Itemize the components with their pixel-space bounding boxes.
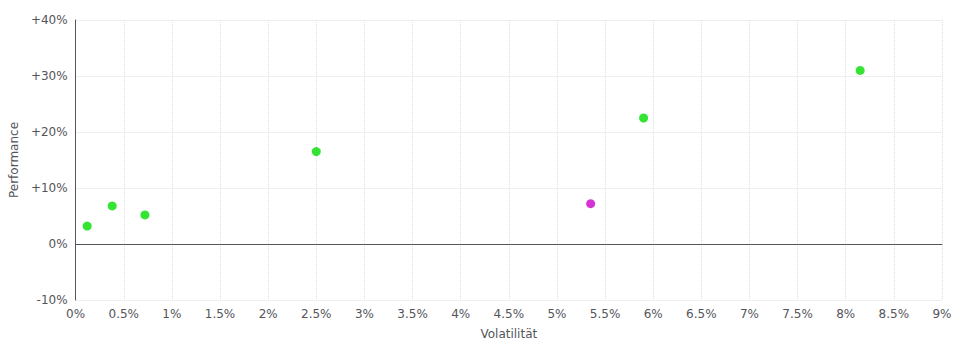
svg-text:3.5%: 3.5% — [397, 307, 428, 321]
svg-text:1%: 1% — [162, 307, 181, 321]
svg-text:2.5%: 2.5% — [301, 307, 332, 321]
svg-text:5.5%: 5.5% — [590, 307, 621, 321]
svg-text:Performance: Performance — [7, 122, 21, 198]
svg-text:3%: 3% — [355, 307, 374, 321]
svg-text:+30%: +30% — [31, 69, 68, 83]
svg-text:6.5%: 6.5% — [686, 307, 717, 321]
svg-text:+20%: +20% — [31, 125, 68, 139]
svg-text:0%: 0% — [66, 307, 85, 321]
svg-text:4%: 4% — [451, 307, 470, 321]
svg-text:0.5%: 0.5% — [109, 307, 139, 321]
svg-text:7%: 7% — [740, 307, 759, 321]
svg-text:5%: 5% — [547, 307, 566, 321]
svg-text:0%: 0% — [49, 237, 68, 251]
svg-text:-10%: -10% — [37, 293, 68, 307]
svg-text:4.5%: 4.5% — [494, 307, 525, 321]
svg-text:Volatilität: Volatilität — [480, 327, 537, 341]
svg-text:7.5%: 7.5% — [782, 307, 813, 321]
svg-text:2%: 2% — [259, 307, 278, 321]
svg-text:9%: 9% — [932, 307, 951, 321]
svg-text:+40%: +40% — [31, 13, 68, 27]
svg-text:8%: 8% — [836, 307, 855, 321]
svg-text:+10%: +10% — [31, 181, 68, 195]
svg-text:8.5%: 8.5% — [879, 307, 910, 321]
svg-text:1.5%: 1.5% — [205, 307, 236, 321]
svg-text:6%: 6% — [644, 307, 663, 321]
